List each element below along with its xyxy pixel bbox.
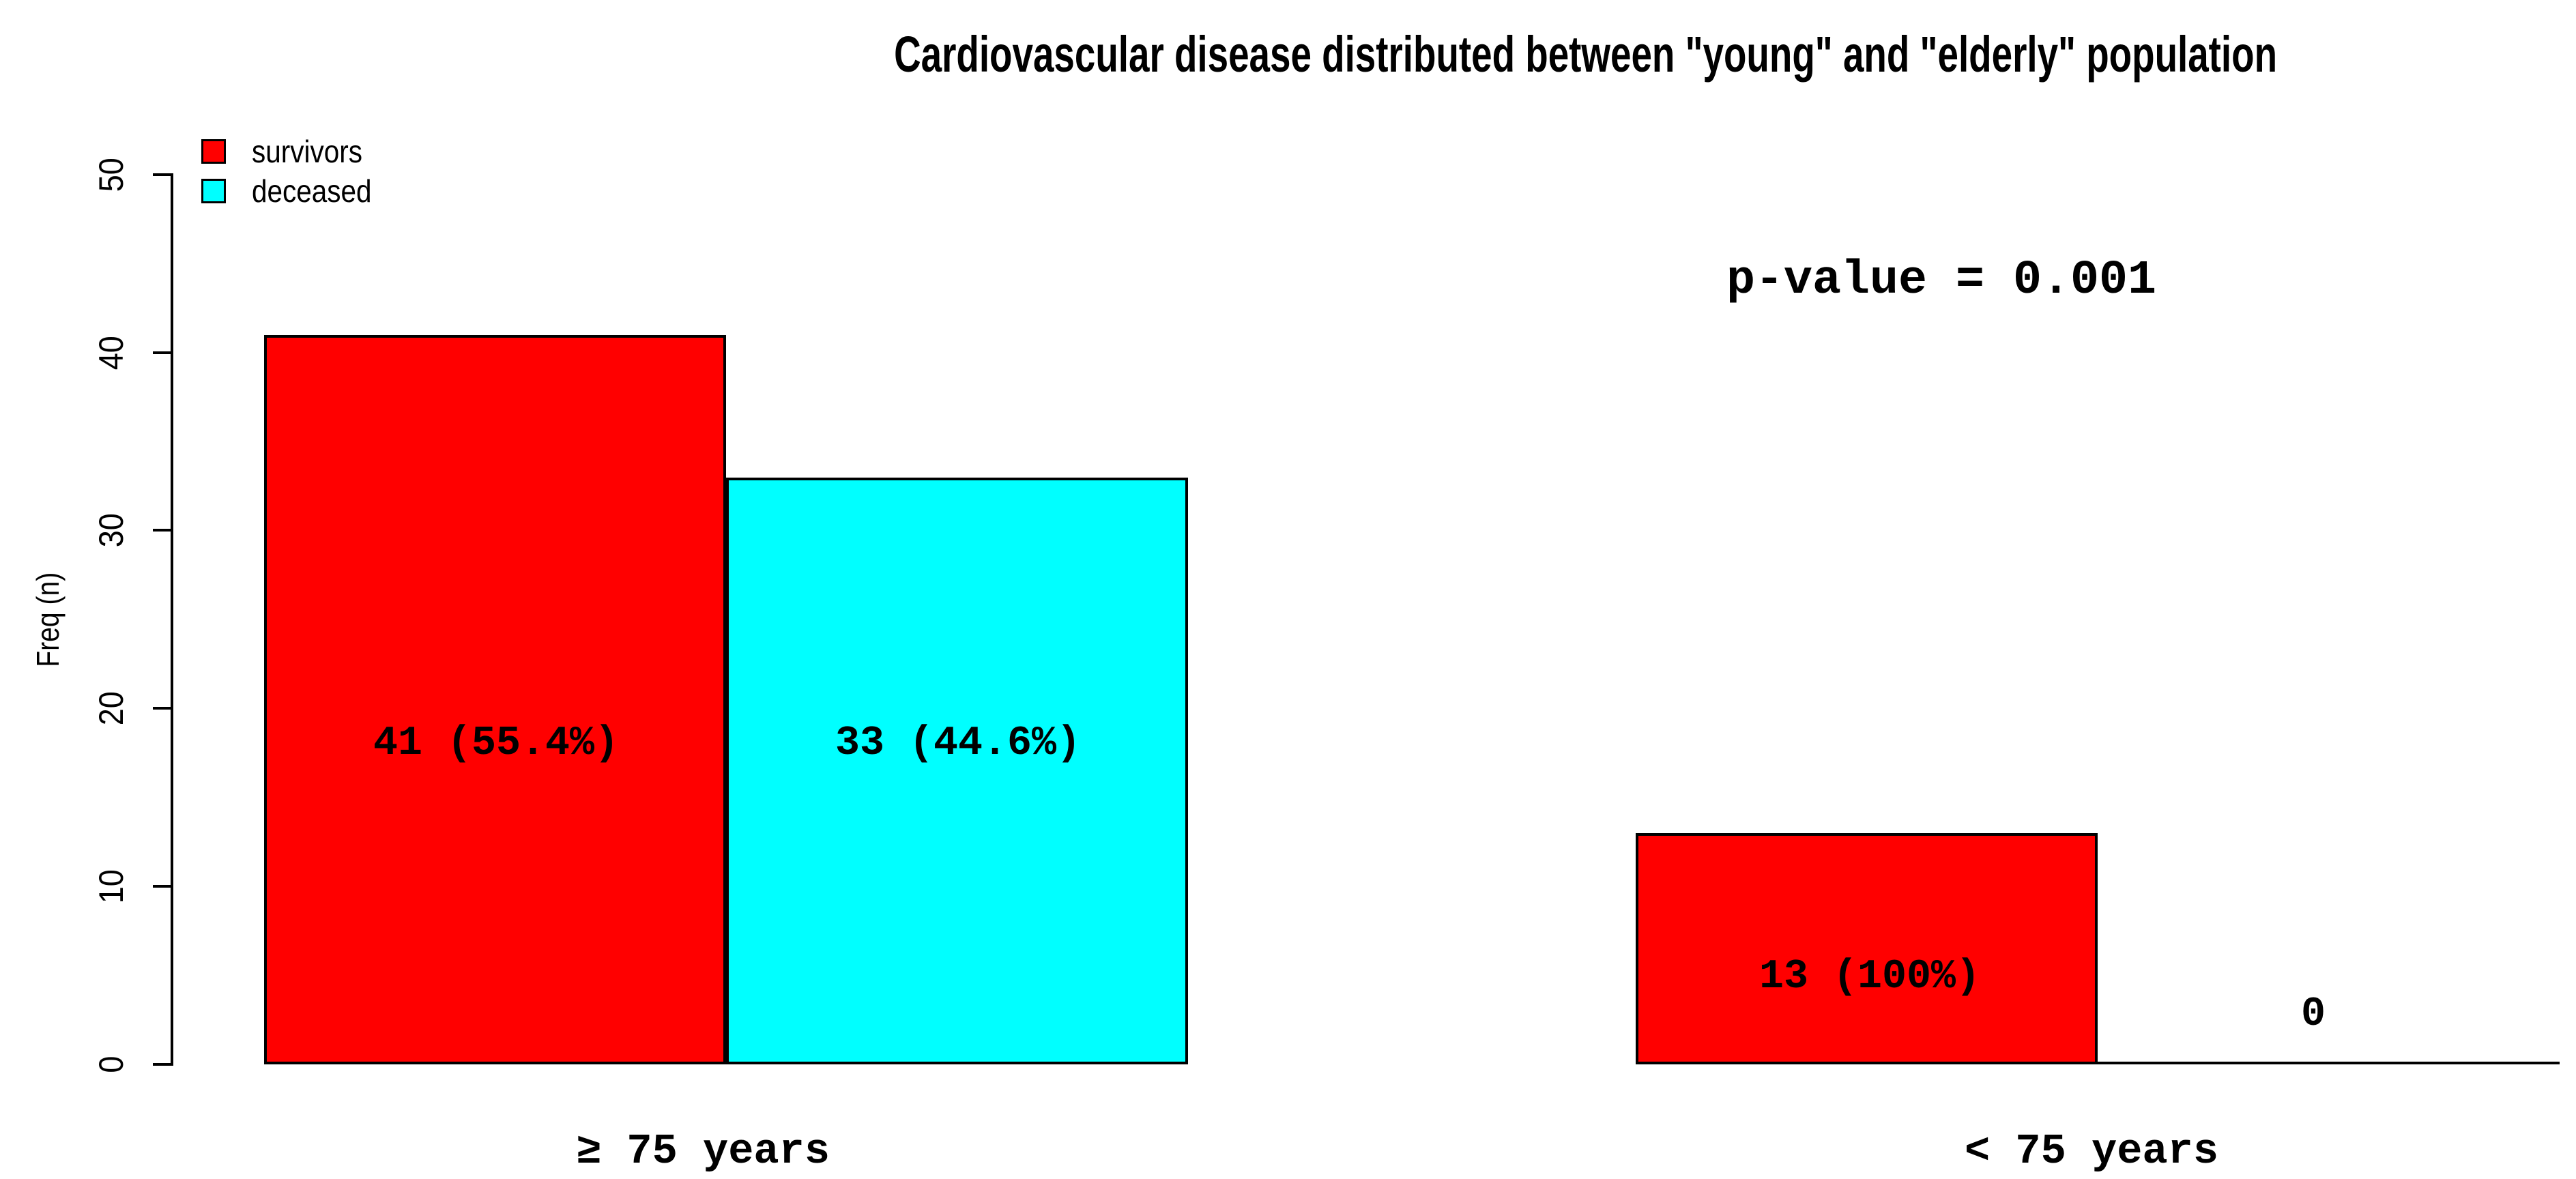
y-tick-label-0: 0 [92,1056,130,1073]
y-tick-mark-0 [153,1063,172,1066]
y-tick-mark-40 [153,351,172,354]
legend-swatch-survivors [201,139,226,164]
y-tick-label-40: 40 [92,335,130,370]
bar-young-survivors [1636,833,2098,1064]
x-axis-label-elderly: ≥ 75 years [575,1127,830,1176]
y-tick-label-30: 30 [92,512,130,548]
y-tick-mark-10 [153,885,172,888]
legend-item-survivors: survivors [201,134,388,169]
legend-label-deceased: deceased [252,173,372,209]
chart-title: Cardiovascular disease distributed betwe… [894,26,2278,83]
bar-label-elderly-deceased: 33 (44.6%) [835,720,1082,767]
y-tick-label-20: 20 [92,690,130,726]
y-tick-mark-50 [153,173,172,176]
legend-swatch-deceased [201,179,226,203]
bar-elderly-deceased [726,477,1188,1064]
y-tick-mark-30 [153,529,172,532]
bar-label-elderly-survivors: 41 (55.4%) [373,720,620,767]
bar-young-deceased-zero-line [2098,1062,2560,1064]
legend-item-deceased: deceased [201,173,388,209]
y-tick-label-10: 10 [92,869,130,904]
y-tick-label-50: 50 [92,157,130,192]
legend: survivors deceased [201,134,388,218]
p-value-annotation: p-value = 0.001 [1726,254,2157,308]
bar-label-young-deceased: 0 [2300,991,2326,1038]
bar-elderly-survivors [264,335,726,1064]
y-axis-label: Freq (n) [30,572,66,667]
y-axis-line [171,173,173,1066]
legend-label-survivors: survivors [252,134,362,169]
bar-label-young-survivors: 13 (100%) [1759,954,1981,1000]
x-axis-label-young: < 75 years [1964,1127,2219,1176]
y-tick-mark-20 [153,707,172,710]
